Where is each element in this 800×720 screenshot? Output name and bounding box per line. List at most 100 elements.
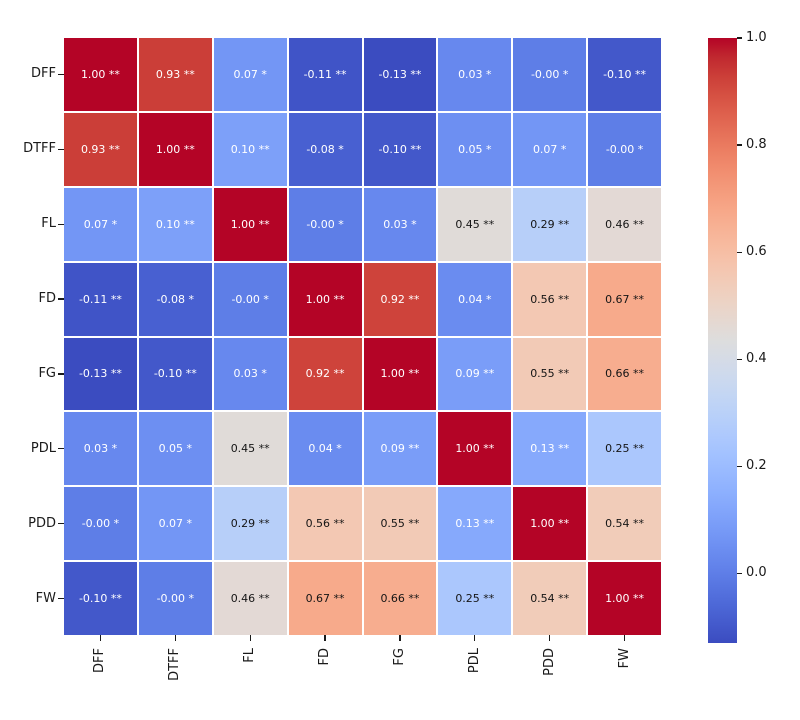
x-tick-mark: [174, 635, 176, 641]
heatmap-cell: 0.55 **: [363, 487, 437, 561]
heatmap-cell: -0.10 **: [588, 38, 661, 111]
heatmap-cell: 0.93 **: [64, 112, 137, 186]
y-axis-label-fw: FW: [35, 590, 56, 606]
heatmap-cell: 0.67 **: [588, 262, 661, 336]
heatmap-cell: 0.54 **: [513, 562, 587, 635]
y-axis-label-dff: DFF: [31, 66, 56, 82]
colorbar-tick-label: 1.0: [746, 30, 767, 45]
heatmap-cell: -0.00 *: [138, 562, 212, 635]
colorbar: [708, 38, 737, 643]
x-tick-mark: [549, 635, 551, 641]
colorbar-tick-label: 0.2: [746, 458, 767, 474]
colorbar-tick-label: 0.6: [746, 244, 767, 260]
heatmap-cell: 0.04 *: [438, 262, 512, 336]
heatmap-cell: 0.07 *: [213, 38, 287, 111]
heatmap-cell: 0.07 *: [64, 187, 137, 261]
heatmap-cell: 0.92 **: [363, 262, 437, 336]
heatmap-cell: 0.10 **: [213, 112, 287, 186]
heatmap-cell: 0.46 **: [588, 187, 661, 261]
heatmap-cell: -0.13 **: [64, 337, 137, 411]
heatmap-cell: 0.25 **: [438, 562, 512, 635]
x-tick-mark: [99, 635, 102, 641]
y-tick-mark: [58, 448, 64, 450]
colorbar-tick-mark: [737, 465, 742, 467]
heatmap-cell: -0.00 *: [213, 262, 287, 336]
heatmap-cell: 0.25 **: [588, 412, 661, 486]
heatmap-cell: 0.66 **: [588, 337, 661, 411]
heatmap-cell: 0.09 **: [363, 412, 437, 486]
heatmap-cell: 0.03 *: [213, 337, 287, 411]
heatmap-cell: 0.55 **: [513, 337, 587, 411]
heatmap-cell: 0.03 *: [438, 38, 512, 111]
heatmap-cell: 0.03 *: [363, 187, 437, 261]
heatmap-cell: 0.56 **: [288, 487, 362, 561]
heatmap-cell: -0.00 *: [64, 487, 137, 561]
y-tick-mark: [58, 73, 64, 76]
heatmap-cell: 1.00 **: [213, 187, 287, 261]
heatmap-cell: 0.13 **: [438, 487, 512, 561]
heatmap-grid: 1.00 ** 0.93 ** 0.07 * -0.11 ** -0.13 ** 0.03…: [64, 38, 661, 635]
colorbar-tick-mark: [737, 358, 742, 360]
x-tick-mark: [399, 635, 401, 641]
heatmap-cell: 0.04 *: [288, 412, 362, 486]
heatmap-cell: 1.00 **: [288, 262, 362, 336]
y-tick-mark: [58, 373, 64, 375]
y-tick-mark: [58, 597, 64, 600]
heatmap-cell: 0.07 *: [138, 487, 212, 561]
heatmap-cell: 1.00 **: [138, 112, 212, 186]
heatmap-cell: -0.00 *: [513, 38, 587, 111]
y-tick-mark: [58, 223, 64, 225]
x-tick-mark: [474, 635, 476, 641]
y-axis-label-pdl: PDL: [30, 440, 56, 456]
x-tick-mark: [623, 635, 626, 641]
y-tick-mark: [58, 298, 64, 300]
heatmap-cell: 0.45 **: [213, 412, 287, 486]
y-tick-mark: [58, 523, 64, 525]
heatmap-cell: 0.03 *: [64, 412, 137, 486]
x-tick-mark: [249, 635, 251, 641]
heatmap-cell: -0.13 **: [363, 38, 437, 111]
heatmap-cell: 1.00 **: [588, 562, 661, 635]
heatmap-cell: 0.29 **: [213, 487, 287, 561]
colorbar-tick-label: 0.8: [746, 137, 767, 153]
colorbar-tick-label: 0.0: [746, 565, 767, 581]
heatmap-cell: 0.45 **: [438, 187, 512, 261]
heatmap-cell: 0.29 **: [513, 187, 587, 261]
heatmap-cell: 0.92 **: [288, 337, 362, 411]
heatmap-cell: 1.00 **: [64, 38, 137, 111]
heatmap-cell: 0.93 **: [138, 38, 212, 111]
colorbar-tick-mark: [737, 37, 742, 39]
heatmap-cell: 0.05 *: [138, 412, 212, 486]
heatmap-cell: 0.05 *: [438, 112, 512, 186]
y-axis-label-fd: FD: [38, 291, 57, 307]
heatmap-cell: 0.46 **: [213, 562, 287, 635]
heatmap-cell: -0.10 **: [363, 112, 437, 186]
y-tick-mark: [58, 148, 64, 150]
heatmap-cell: 1.00 **: [513, 487, 587, 561]
colorbar-tick-mark: [737, 144, 742, 146]
heatmap-cell: -0.10 **: [138, 337, 212, 411]
y-axis-label-fg: FG: [38, 365, 56, 381]
heatmap-cell: -0.08 *: [138, 262, 212, 336]
heatmap-cell: 0.67 **: [288, 562, 362, 635]
x-tick-mark: [324, 635, 326, 641]
heatmap-cell: 0.10 **: [138, 187, 212, 261]
y-axis-label-fl: FL: [41, 216, 56, 232]
heatmap-cell: 0.54 **: [588, 487, 661, 561]
colorbar-tick-label: 0.4: [746, 351, 767, 367]
colorbar-tick-mark: [737, 572, 742, 574]
y-axis-label-dtff: DTFF: [23, 141, 56, 157]
heatmap-cell: 0.66 **: [363, 562, 437, 635]
heatmap-cell: -0.00 *: [288, 187, 362, 261]
heatmap-cell: 0.56 **: [513, 262, 587, 336]
heatmap-cell: -0.00 *: [588, 112, 661, 186]
heatmap-cell: -0.10 **: [64, 562, 137, 635]
heatmap-cell: 0.07 *: [513, 112, 587, 186]
heatmap-cell: -0.11 **: [288, 38, 362, 111]
heatmap-cell: -0.11 **: [64, 262, 137, 336]
heatmap-cell: 1.00 **: [363, 337, 437, 411]
heatmap-cell: 0.13 **: [513, 412, 587, 486]
heatmap-cell: -0.08 *: [288, 112, 362, 186]
colorbar-tick-mark: [737, 251, 742, 253]
